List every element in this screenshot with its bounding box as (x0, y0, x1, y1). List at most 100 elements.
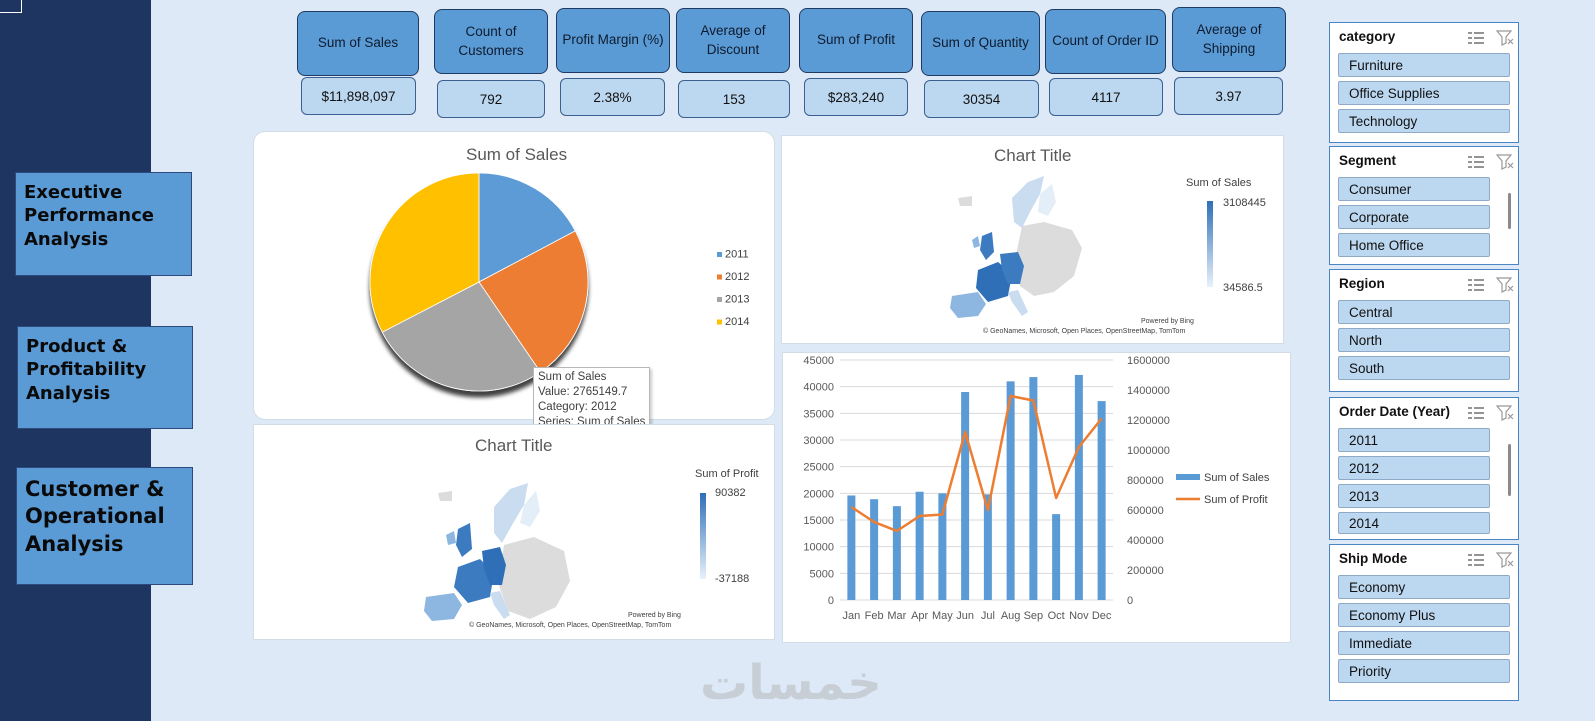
profit-map-powered: Powered by Bing (628, 612, 681, 619)
x-tick-label: Nov (1069, 610, 1089, 622)
pie-legend-label: 2012 (725, 271, 749, 283)
nav-customer-operational-button[interactable]: Customer & Operational Analysis (16, 467, 193, 585)
clear-filter-icon[interactable] (1495, 550, 1515, 568)
kpi-label: Count of Customers (434, 9, 548, 74)
x-tick-label: Sep (1024, 610, 1044, 622)
kpi-value: $283,240 (804, 78, 908, 116)
pie-chart[interactable]: 2011 2012 2013 2014 (254, 132, 774, 419)
bar-sales-Oct[interactable] (1052, 514, 1061, 600)
slicer-title: Region (1339, 276, 1385, 291)
kpi-label: Sum of Quantity (921, 11, 1040, 76)
slicer-segment[interactable]: Segment Consumer Corporate Home Office (1329, 146, 1519, 265)
slicer-item[interactable]: 2012 (1338, 456, 1490, 480)
bar-sales-Nov[interactable] (1074, 374, 1083, 600)
slicer-item[interactable]: 2011 (1338, 428, 1490, 452)
scrollbar[interactable] (1508, 193, 1511, 229)
bar-sales-Mar[interactable] (892, 506, 901, 600)
slicer-title: Segment (1339, 153, 1397, 168)
slicer-item[interactable]: Office Supplies (1338, 81, 1510, 105)
multi-select-icon[interactable] (1466, 28, 1486, 46)
sales-map-powered: Powered by Bing (1141, 318, 1194, 325)
map-region-iceland (438, 491, 452, 501)
y2-tick-label: 200000 (1127, 565, 1164, 577)
line-profit[interactable] (850, 394, 1103, 533)
combo-chart-panel[interactable]: 0 5000 10000 15000 20000 25000 30000 35000 40000… (782, 352, 1291, 643)
bar-sales-Apr[interactable] (915, 491, 924, 600)
y2-tick-label: 1200000 (1127, 415, 1170, 427)
bar-sales-Feb[interactable] (870, 499, 879, 600)
slicer-category[interactable]: category Furniture Office Supplies Techn… (1329, 22, 1519, 143)
slicer-item[interactable]: Home Office (1338, 233, 1490, 257)
map-region-italy (490, 591, 510, 619)
profit-map-legend-title: Sum of Profit (695, 468, 759, 480)
slicer-ship-mode[interactable]: Ship Mode Economy Economy Plus Immediate… (1329, 544, 1519, 701)
slicer-item[interactable]: 2013 (1338, 484, 1490, 508)
pie-chart-panel[interactable]: Sum of Sales 2011 2012 2013 2014 (253, 131, 775, 420)
sales-map-credits: © GeoNames, Microsoft, Open Places, Open… (983, 328, 1186, 335)
sales-map-panel[interactable]: Chart Title Sum of Sales 3108445 34586.5… (781, 135, 1284, 344)
nav-product-profitability-button[interactable]: Product & Profitability Analysis (17, 326, 193, 429)
slicer-item[interactable]: Consumer (1338, 177, 1490, 201)
multi-select-icon[interactable] (1466, 275, 1486, 293)
bar-sales-Jun[interactable] (961, 392, 970, 600)
watermark-logo: خمسات (700, 655, 882, 711)
profit-map-legend-gradient (700, 493, 706, 579)
bar-sales-Sep[interactable] (1029, 377, 1038, 600)
slicer-item[interactable]: South (1338, 356, 1510, 380)
slicer-item[interactable]: Technology (1338, 109, 1510, 133)
multi-select-icon[interactable] (1466, 152, 1486, 170)
bar-sales-Jan[interactable] (847, 495, 856, 600)
combo-chart[interactable]: 0 5000 10000 15000 20000 25000 30000 35000 40000… (783, 353, 1290, 642)
slicer-item[interactable]: Central (1338, 300, 1510, 324)
pie-legend-swatch (717, 252, 722, 257)
kpi-value: 792 (437, 80, 545, 118)
slicer-item[interactable]: Economy (1338, 575, 1510, 599)
sales-map[interactable] (782, 136, 1283, 343)
y2-tick-label: 0 (1127, 595, 1133, 607)
slicer-item[interactable]: Immediate (1338, 631, 1510, 655)
y-tick-label: 30000 (803, 435, 834, 447)
map-region-ireland (972, 236, 980, 248)
bar-sales-Dec[interactable] (1097, 401, 1106, 600)
pie-slice-2011[interactable] (478, 172, 576, 283)
profit-map[interactable] (254, 425, 774, 639)
sales-map-legend-max: 3108445 (1223, 197, 1266, 209)
nav-executive-performance-button[interactable]: Executive Performance Analysis (15, 172, 192, 276)
slicer-region[interactable]: Region Central North South (1329, 269, 1519, 392)
clear-filter-icon[interactable] (1495, 28, 1515, 46)
kpi-value: 3.97 (1174, 77, 1283, 115)
bar-sales-Aug[interactable] (1006, 381, 1015, 600)
scrollbar[interactable] (1508, 444, 1511, 496)
slicer-item[interactable]: North (1338, 328, 1510, 352)
bar-sales-Jul[interactable] (983, 494, 992, 600)
kpi-label: Average of Discount (676, 8, 790, 73)
pie-slice-2014[interactable] (369, 172, 480, 333)
kpi-value: 4117 (1049, 78, 1163, 116)
slicer-item[interactable]: Economy Plus (1338, 603, 1510, 627)
kpi-label: Sum of Profit (799, 8, 913, 73)
slicer-item[interactable]: 2014 (1338, 512, 1490, 534)
clear-filter-icon[interactable] (1495, 152, 1515, 170)
clear-filter-icon[interactable] (1495, 403, 1515, 421)
profit-map-panel[interactable]: Chart Title Sum of Profit 90382 -37188 P… (253, 424, 775, 640)
map-region-germany (482, 547, 506, 585)
pie-slice-2012[interactable] (478, 230, 589, 373)
map-region-iberia (950, 292, 986, 318)
slicer-title: Order Date (Year) (1339, 404, 1451, 419)
kpi-value: 2.38% (560, 78, 665, 116)
x-tick-label: Dec (1092, 610, 1112, 622)
profit-map-title: Chart Title (475, 436, 553, 455)
y-tick-label: 35000 (803, 408, 834, 420)
kpi-label: Profit Margin (%) (556, 8, 670, 73)
clear-filter-icon[interactable] (1495, 275, 1515, 293)
bar-sales-May[interactable] (938, 493, 947, 600)
slicer-order-date-year[interactable]: Order Date (Year) 2011 2012 2013 2014 (1329, 397, 1519, 540)
kpi-value: $11,898,097 (301, 77, 416, 115)
multi-select-icon[interactable] (1466, 403, 1486, 421)
slicer-item[interactable]: Corporate (1338, 205, 1490, 229)
slicer-item[interactable]: Furniture (1338, 53, 1510, 77)
multi-select-icon[interactable] (1466, 550, 1486, 568)
pie-slice-2013[interactable] (381, 281, 541, 392)
slicer-item[interactable]: Priority (1338, 659, 1510, 683)
y-tick-label: 20000 (803, 488, 834, 500)
